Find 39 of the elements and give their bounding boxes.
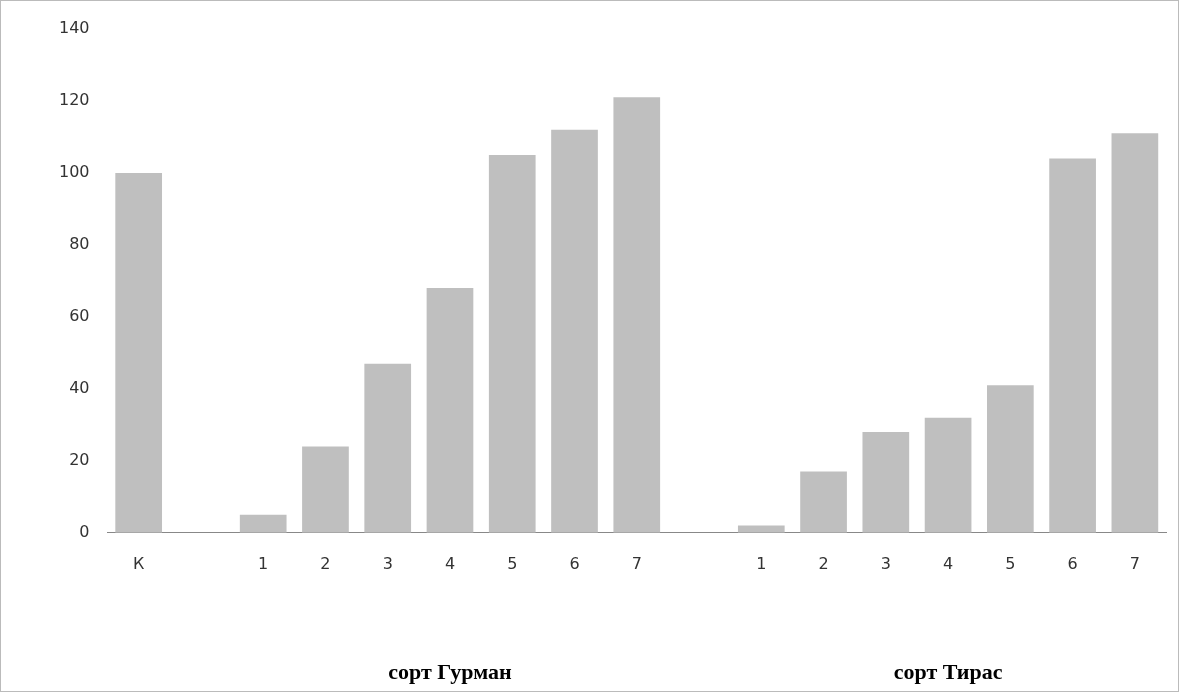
text: сорт Тирас (893, 658, 1003, 684)
x-tick-label: 1 (756, 553, 767, 573)
bar (862, 432, 910, 533)
y-tick-label: 100 (58, 162, 90, 182)
x-tick-label: К (132, 553, 145, 573)
x-tick-label: 7 (631, 553, 642, 573)
bar (488, 154, 536, 533)
x-tick-label: 5 (1005, 553, 1016, 573)
bar (115, 172, 163, 533)
bar (987, 385, 1034, 533)
x-tick-label: 3 (382, 553, 393, 573)
bar (426, 288, 474, 533)
bar (364, 363, 412, 533)
y-tick-label: 40 (69, 378, 90, 398)
y-tick-label: 140 (58, 18, 90, 38)
y-tick-label: 0 (79, 521, 90, 541)
x-tick-label: 7 (1129, 553, 1140, 573)
bar (1111, 133, 1159, 533)
x-tick-label: 1 (258, 553, 269, 573)
y-tick-label: 80 (69, 234, 90, 254)
bar (613, 97, 661, 533)
bar (1049, 158, 1096, 533)
bar (924, 417, 972, 533)
x-tick-label: 6 (569, 553, 580, 573)
x-tick-label: 2 (818, 553, 829, 573)
bar (800, 471, 847, 533)
bar (551, 129, 598, 533)
bar (239, 514, 287, 533)
x-tick-label: 3 (880, 553, 891, 573)
x-tick-label: 6 (1067, 553, 1078, 573)
bar (302, 446, 349, 533)
x-tick-label: 5 (507, 553, 518, 573)
x-tick-label: 4 (942, 553, 954, 573)
y-tick-label: 120 (58, 90, 90, 110)
y-tick-label: 60 (69, 306, 90, 326)
x-tick-label: 2 (320, 553, 331, 573)
y-tick-label: 20 (69, 449, 90, 469)
text: сорт Гурман (388, 658, 513, 684)
x-tick-label: 4 (444, 553, 456, 573)
